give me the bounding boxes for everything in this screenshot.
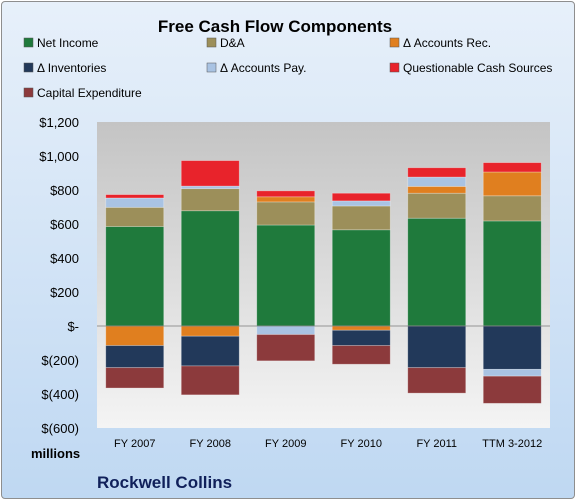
bar-segment-net-income bbox=[256, 224, 316, 327]
bar-segment-questionable-cash-sources bbox=[180, 160, 240, 187]
bar-segment-delta-inventories bbox=[180, 335, 240, 367]
bar-segment-d-a bbox=[180, 188, 240, 212]
bar-segment-questionable-cash-sources bbox=[407, 167, 467, 178]
x-axis: FY 2007 FY 2008 FY 2009 FY 2010 FY 2011 TTM 3… bbox=[114, 438, 542, 450]
bar-segment-delta-accounts-rec bbox=[482, 171, 542, 197]
x-tick-label: TTM 3-2012 bbox=[482, 438, 542, 450]
legend-label-net-income: Net Income bbox=[37, 36, 99, 50]
y-tick-label: $800 bbox=[50, 183, 79, 198]
legend-swatch-delta-inventories bbox=[23, 62, 34, 73]
x-tick-label: FY 2011 bbox=[416, 438, 457, 450]
bars bbox=[97, 160, 550, 404]
bar-segment-delta-accounts-pay bbox=[331, 200, 391, 207]
bar-segment-questionable-cash-sources bbox=[256, 190, 316, 198]
bar-segment-delta-inventories bbox=[407, 325, 467, 369]
bar-segment-capital-expenditure bbox=[482, 375, 542, 404]
y-tick-label: $1,000 bbox=[39, 149, 79, 164]
x-tick-label: FY 2008 bbox=[190, 438, 231, 450]
legend: Net Income D&A Δ Accounts Rec. Δ Inventorie… bbox=[23, 36, 552, 100]
bar-segment-net-income bbox=[407, 217, 467, 327]
bar-segment-capital-expenditure bbox=[256, 334, 316, 362]
bar-segment-questionable-cash-sources bbox=[331, 192, 391, 202]
bar-segment-delta-accounts-rec bbox=[180, 325, 240, 337]
x-tick-label: FY 2009 bbox=[265, 438, 306, 450]
bar-segment-delta-accounts-rec bbox=[331, 325, 391, 331]
bar-segment-questionable-cash-sources bbox=[105, 194, 165, 199]
y-tick-label: $(600) bbox=[41, 421, 79, 436]
bar-segment-net-income bbox=[180, 210, 240, 327]
bar-segment-delta-accounts-rec bbox=[105, 325, 165, 346]
x-tick-label: FY 2007 bbox=[114, 438, 155, 450]
legend-swatch-delta-accounts-pay bbox=[206, 62, 217, 73]
legend-label-questionable-cash-sources: Questionable Cash Sources bbox=[403, 61, 552, 75]
legend-swatch-capital-expenditure bbox=[23, 87, 34, 98]
y-tick-label: $600 bbox=[50, 217, 79, 232]
bar-segment-d-a bbox=[482, 195, 542, 222]
bar-segment-d-a bbox=[407, 192, 467, 219]
bar-segment-capital-expenditure bbox=[105, 367, 165, 389]
unit-label: millions bbox=[31, 446, 80, 461]
bar-segment-delta-accounts-pay bbox=[407, 176, 467, 187]
bar-segment-d-a bbox=[331, 205, 391, 231]
bar-segment-delta-inventories bbox=[482, 325, 542, 370]
legend-label-d-a: D&A bbox=[220, 36, 245, 50]
legend-label-capital-expenditure: Capital Expenditure bbox=[37, 86, 142, 100]
bar-segment-capital-expenditure bbox=[331, 345, 391, 365]
legend-swatch-questionable-cash-sources bbox=[389, 62, 400, 73]
bar-segment-delta-accounts-pay bbox=[482, 368, 542, 377]
y-axis: $1,200 $1,000 $800 $600 $400 $200 $- $(200) $(40… bbox=[39, 115, 79, 436]
chart-title: Free Cash Flow Components bbox=[158, 17, 392, 36]
bar-segment-d-a bbox=[105, 206, 165, 227]
bar-segment-questionable-cash-sources bbox=[482, 162, 542, 173]
legend-label-delta-accounts-pay: Δ Accounts Pay. bbox=[220, 61, 307, 75]
bar-segment-net-income bbox=[482, 220, 542, 327]
bar-segment-delta-inventories bbox=[105, 345, 165, 369]
bar-segment-net-income bbox=[105, 226, 165, 327]
x-tick-label: FY 2010 bbox=[341, 438, 382, 450]
plot-area bbox=[97, 122, 550, 428]
legend-swatch-delta-accounts-rec bbox=[389, 37, 400, 48]
y-tick-label: $(200) bbox=[41, 353, 79, 368]
bar-segment-d-a bbox=[256, 201, 316, 226]
company-name: Rockwell Collins bbox=[97, 473, 232, 492]
bar-segment-delta-accounts-rec bbox=[407, 186, 467, 194]
legend-swatch-net-income bbox=[23, 37, 34, 48]
bar-segment-capital-expenditure bbox=[407, 367, 467, 394]
y-tick-label: $- bbox=[67, 319, 79, 334]
legend-swatch-d-a bbox=[206, 37, 217, 48]
y-tick-label: $400 bbox=[50, 251, 79, 266]
y-tick-label: $200 bbox=[50, 285, 79, 300]
bar-segment-delta-inventories bbox=[331, 329, 391, 346]
bar-segment-capital-expenditure bbox=[180, 365, 240, 396]
bar-segment-delta-accounts-rec bbox=[256, 196, 316, 203]
bar-segment-delta-accounts-pay bbox=[105, 197, 165, 208]
y-tick-label: $(400) bbox=[41, 387, 79, 402]
bar-segment-delta-accounts-pay bbox=[256, 325, 316, 335]
legend-label-delta-accounts-rec: Δ Accounts Rec. bbox=[403, 36, 491, 50]
legend-label-delta-inventories: Δ Inventories bbox=[37, 61, 106, 75]
bar-segment-net-income bbox=[331, 229, 391, 327]
y-tick-label: $1,200 bbox=[39, 115, 79, 130]
